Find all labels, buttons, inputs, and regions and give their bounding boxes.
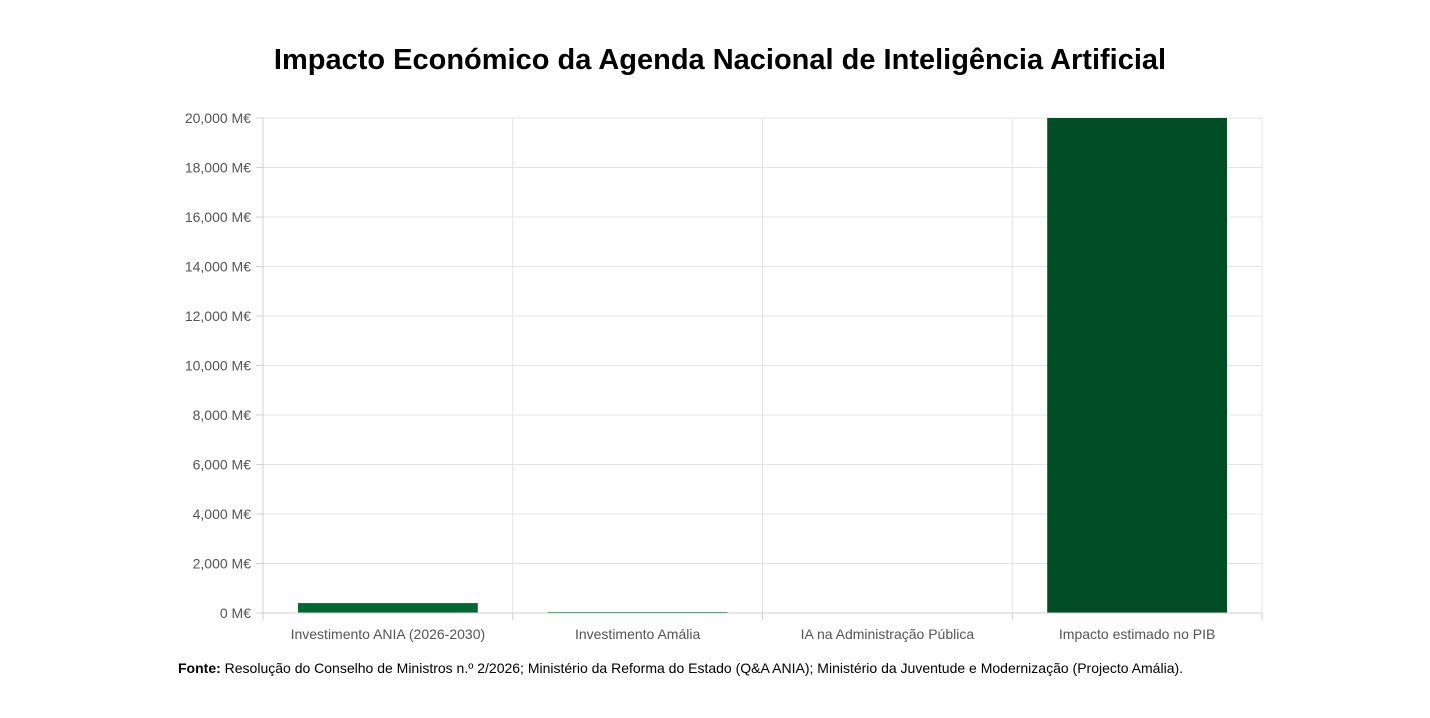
y-tick-label: 16,000 M€ bbox=[185, 209, 251, 225]
bars bbox=[297, 118, 1228, 613]
bar-chart: 0 M€ 2,000 M€ 4,000 M€ 6,000 M€ 8,000 M€ 10,0… bbox=[185, 110, 1263, 642]
source-note: Fonte: Resolução do Conselho de Ministro… bbox=[178, 660, 1183, 676]
y-tick-label: 20,000 M€ bbox=[185, 110, 251, 126]
chart-title: Impacto Económico da Agenda Nacional de … bbox=[273, 44, 1167, 76]
y-tick-label: 10,000 M€ bbox=[185, 358, 251, 374]
y-tick-label: 14,000 M€ bbox=[185, 259, 251, 275]
source-text: Resolução do Conselho de Ministros n.º 2… bbox=[224, 660, 1184, 676]
x-tick-label: Investimento Amália bbox=[575, 626, 700, 642]
x-tick-labels: Investimento ANIA (2026-2030) Investiment… bbox=[291, 626, 1216, 642]
y-tick-label: 4,000 M€ bbox=[193, 506, 252, 522]
y-tick-label: 0 M€ bbox=[220, 605, 251, 621]
y-tick-labels: 0 M€ 2,000 M€ 4,000 M€ 6,000 M€ 8,000 M€ 10,0… bbox=[185, 110, 251, 621]
y-tick-label: 6,000 M€ bbox=[193, 457, 252, 473]
y-tick-label: 2,000 M€ bbox=[193, 556, 252, 572]
y-tick-label: 8,000 M€ bbox=[193, 407, 252, 423]
y-tick-label: 18,000 M€ bbox=[185, 160, 251, 176]
source-label: Fonte: bbox=[178, 660, 221, 676]
x-tick-label: Investimento ANIA (2026-2030) bbox=[291, 626, 486, 642]
x-tick-label: IA na Administração Pública bbox=[801, 626, 975, 642]
axes bbox=[256, 117, 1263, 620]
bar[interactable] bbox=[1047, 118, 1228, 613]
y-tick-label: 12,000 M€ bbox=[185, 308, 251, 324]
x-tick-label: Impacto estimado no PIB bbox=[1059, 626, 1215, 642]
bar[interactable] bbox=[297, 603, 478, 613]
